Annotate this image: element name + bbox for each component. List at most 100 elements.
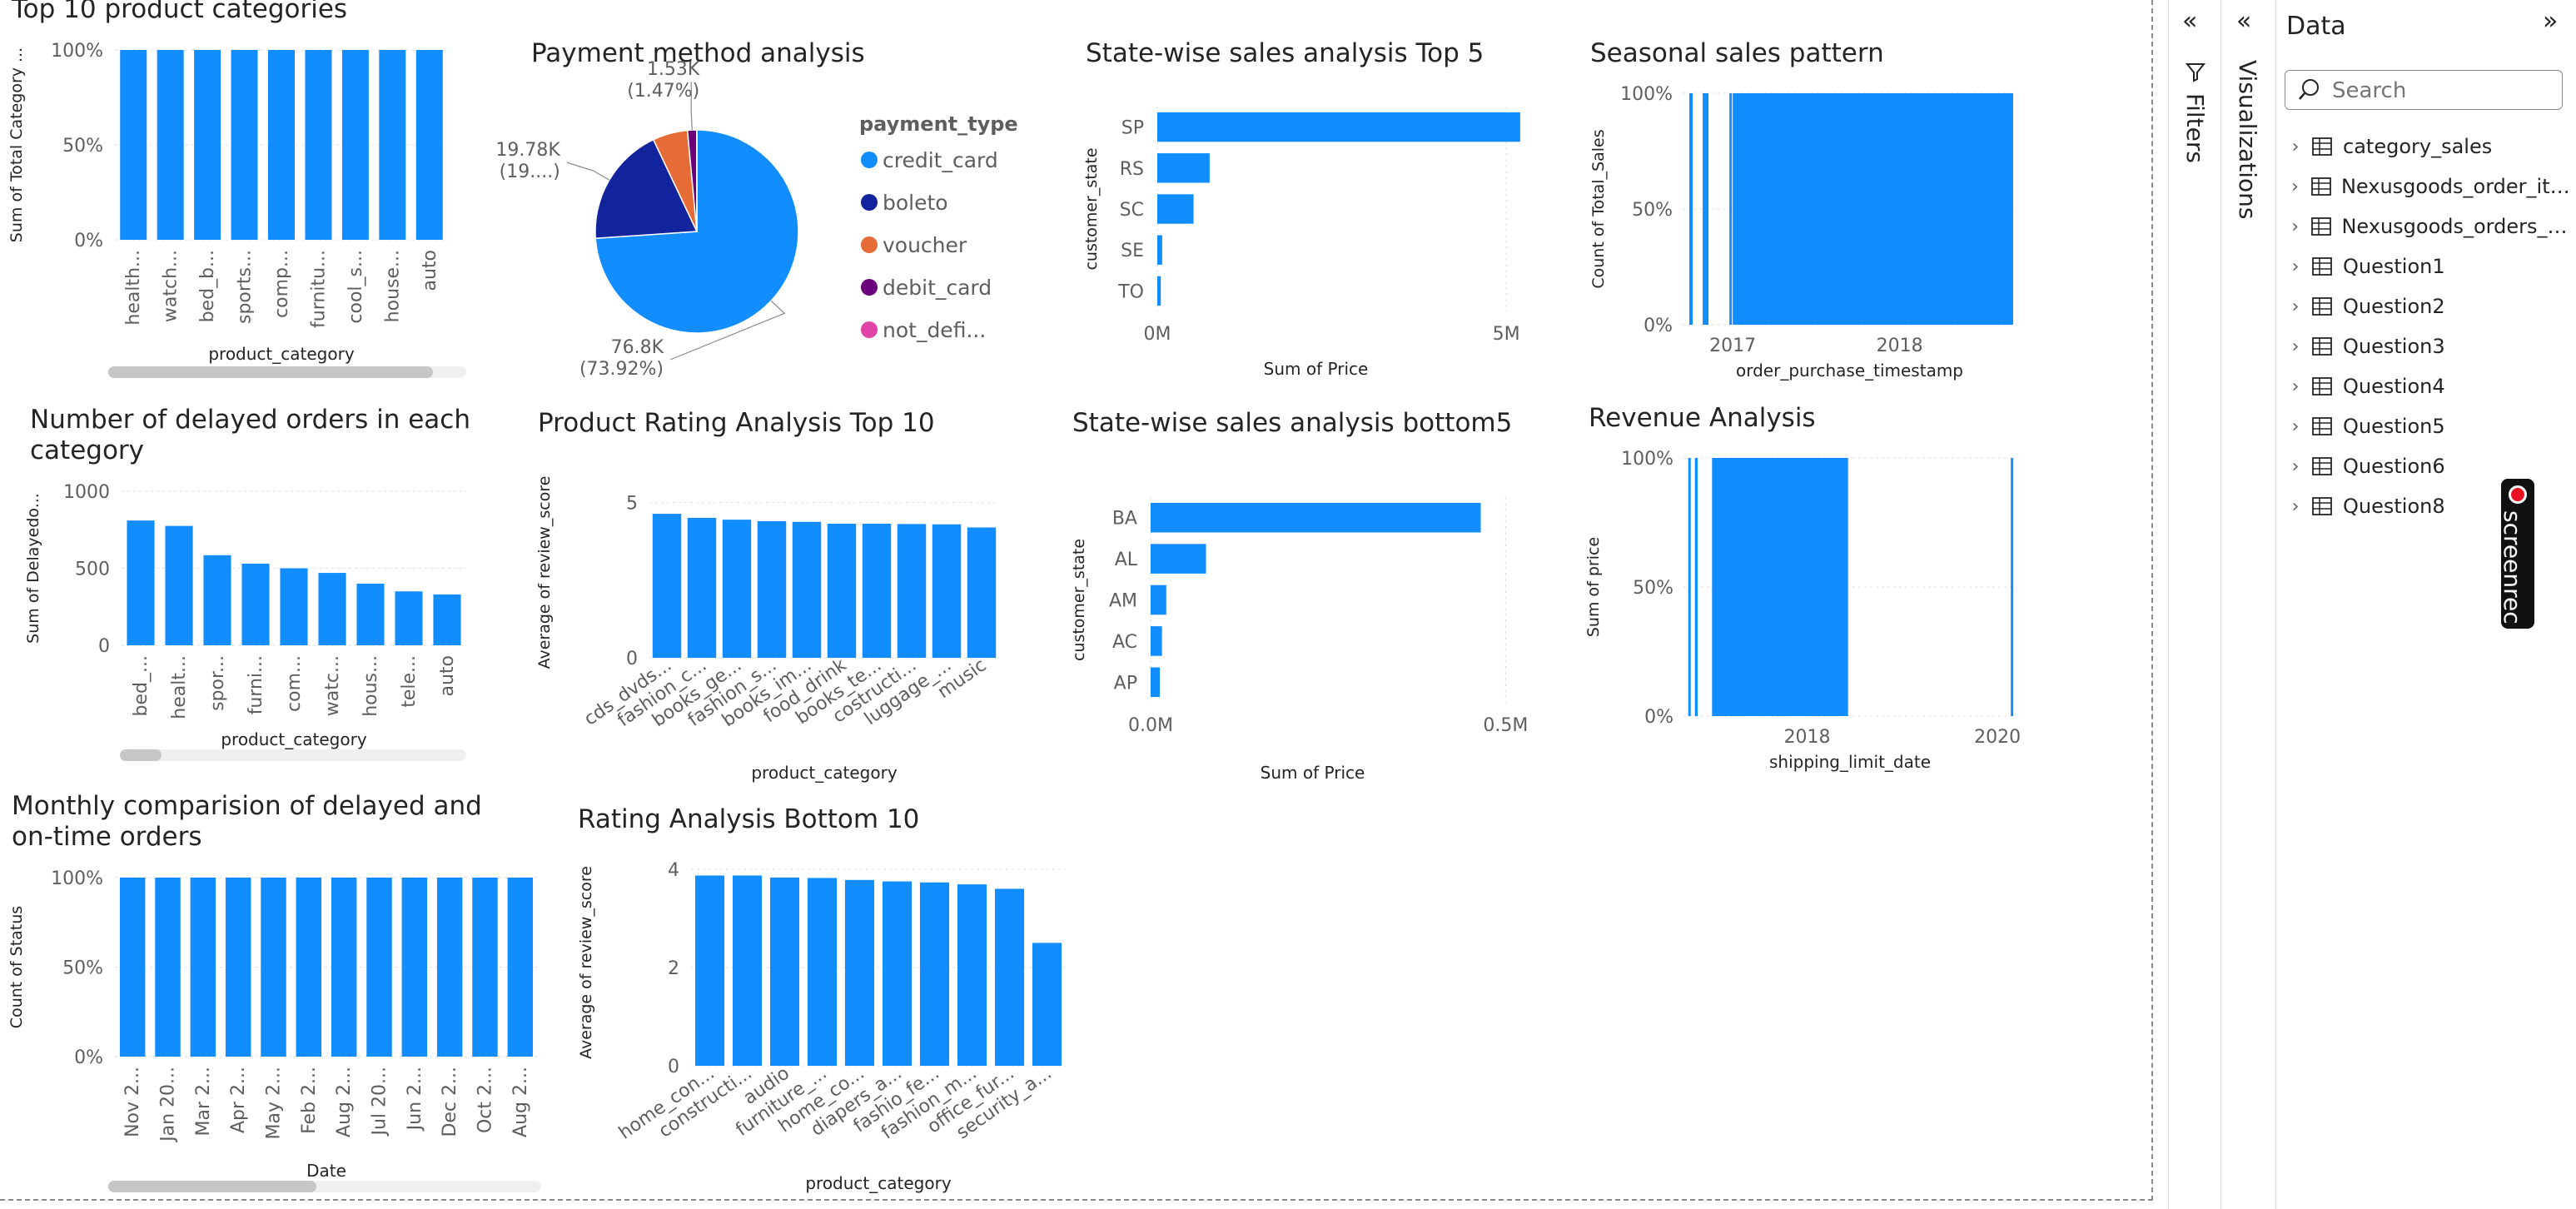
data-field-item[interactable]: › Question6 — [2285, 450, 2572, 483]
table-icon — [2312, 417, 2332, 435]
x-tick-label: Aug 2... — [334, 1067, 355, 1137]
expand-visualizations-icon[interactable]: « — [2236, 7, 2252, 36]
chevron-right-icon[interactable]: › — [2291, 376, 2300, 397]
bar — [318, 573, 346, 645]
data-search-box[interactable] — [2285, 70, 2563, 110]
visual-payment-method[interactable]: Payment method analysis 76.8K (73.92%) 19.… — [495, 0, 1057, 391]
record-icon — [2509, 485, 2527, 504]
bar — [807, 878, 838, 1066]
bar — [862, 523, 892, 658]
screenrec-widget[interactable]: screenrec — [2499, 479, 2534, 629]
legend-label: not_defi... — [883, 318, 986, 342]
data-field-item[interactable]: › Question8 — [2285, 490, 2572, 523]
bar — [433, 594, 461, 645]
data-field-item[interactable]: › Question3 — [2285, 330, 2572, 363]
bar — [1151, 502, 1481, 533]
search-input[interactable] — [2330, 76, 2559, 106]
visual-revenue[interactable]: Revenue Analysis 0% 50% 100% 2018 2020 shippi… — [1565, 391, 2148, 783]
legend-title: payment_type — [859, 112, 1018, 136]
data-field-item[interactable]: › Question4 — [2285, 370, 2572, 403]
data-field-item[interactable]: › Question2 — [2285, 290, 2572, 323]
x-tick-label: comp... — [271, 250, 292, 318]
chevron-right-icon[interactable]: › — [2291, 336, 2300, 357]
visual-top10-categories[interactable]: Top 10 product categories 0% 50% 100% healt… — [0, 0, 516, 391]
expand-filters-icon[interactable]: « — [2182, 7, 2198, 36]
bar — [305, 50, 332, 240]
bar — [687, 517, 717, 658]
visual-title: Seasonal sales pattern — [1590, 38, 1884, 68]
data-field-item[interactable]: › Question1 — [2285, 250, 2572, 283]
chart-delayed: 0 500 1000 bed_... healt... spor... furni... co… — [24, 482, 466, 761]
x-axis-title: Sum of Price — [1261, 763, 1365, 783]
chevron-right-icon[interactable]: › — [2291, 296, 2300, 317]
y-axis-title: Sum of Delayedo... — [24, 493, 42, 644]
search-icon — [2299, 79, 2319, 100]
data-field-item[interactable]: › Question5 — [2285, 410, 2572, 443]
x-tick-label: bed_... — [131, 655, 152, 716]
visual-title: State-wise sales analysis bottom5 — [1072, 408, 1513, 438]
filters-label[interactable]: Filters — [2181, 93, 2209, 163]
visual-delayed-orders[interactable]: Number of delayed orders in each categor… — [0, 391, 516, 783]
bar — [1151, 667, 1161, 698]
data-label-leader — [669, 300, 786, 361]
chevron-right-icon[interactable]: › — [2291, 455, 2300, 477]
chart-top10: 0% 50% 100% health... watch... bed_b... sports… — [7, 41, 466, 378]
bar — [127, 520, 155, 645]
visual-monthly-comparison[interactable]: Monthly comparision of delayed and on-ti… — [0, 783, 566, 1199]
legend-marker — [861, 152, 878, 168]
bar — [395, 591, 423, 645]
bar — [957, 884, 987, 1066]
collapse-data-icon[interactable]: » — [2543, 7, 2559, 36]
visual-state-top5[interactable]: State-wise sales analysis Top 5 0M 5M SP RS… — [1066, 0, 1565, 391]
bar — [507, 878, 534, 1057]
y-axis-title: Sum of Total Category ... — [7, 47, 26, 242]
bar — [203, 555, 231, 645]
bar — [296, 878, 322, 1057]
x-tick-label: com... — [284, 655, 305, 712]
bar — [1157, 112, 1520, 142]
bar — [379, 50, 406, 240]
chevron-right-icon[interactable]: › — [2291, 176, 2299, 197]
legend-marker — [861, 194, 878, 211]
bar — [120, 50, 147, 240]
chart-state-top5: 0M 5M SP RS SC SE TO Sum of Price customer_state — [1082, 107, 1520, 379]
visualizations-label[interactable]: Visualizations — [2234, 60, 2261, 220]
visual-title: Payment method analysis — [531, 38, 865, 68]
y-axis-title: Count of Total_Sales — [1589, 129, 1608, 288]
legend-label: voucher — [883, 233, 967, 257]
bar — [165, 525, 193, 645]
visual-rating-top10[interactable]: Product Rating Analysis Top 10 0 5 cds_dvd… — [516, 391, 1057, 783]
chart-monthly: 0% 50% 100% Nov 2... Jan 20... Mar 2... Apr 2.… — [7, 868, 541, 1192]
data-field-item[interactable]: › Nexusgoods_orders_d... — [2285, 210, 2572, 243]
y-axis-title: customer_state — [1070, 539, 1088, 661]
x-tick-label: sports... — [235, 250, 256, 324]
chevron-right-icon[interactable]: › — [2291, 495, 2300, 517]
bar-block — [1712, 458, 1848, 716]
data-field-label: Question6 — [2343, 455, 2445, 478]
y-tick-label: SP — [1121, 118, 1144, 139]
chevron-right-icon[interactable]: › — [2291, 415, 2300, 437]
y-tick-label: AC — [1112, 632, 1137, 653]
data-field-item[interactable]: › Nexusgoods_order_ite... — [2285, 170, 2572, 203]
bar — [722, 520, 752, 658]
chevron-right-icon[interactable]: › — [2291, 216, 2300, 237]
y-tick-label: AP — [1114, 673, 1137, 694]
bar — [1157, 276, 1161, 306]
data-field-item[interactable]: › category_sales — [2285, 130, 2572, 163]
bar — [1151, 544, 1206, 574]
y-tick-label: BA — [1112, 509, 1137, 530]
visual-seasonal-sales[interactable]: Seasonal sales pattern 0% 50% 100% 2017 2018… — [1565, 0, 2148, 391]
bar — [436, 878, 463, 1057]
bar — [897, 524, 927, 658]
visual-title: Rating Analysis Bottom 10 — [578, 804, 920, 834]
visual-state-bottom5[interactable]: State-wise sales analysis bottom5 0.0M 0.… — [1066, 391, 1565, 783]
chevron-right-icon[interactable]: › — [2291, 136, 2300, 157]
filters-pane[interactable]: « Filters — [2168, 0, 2221, 1209]
visual-rating-bottom10[interactable]: Rating Analysis Bottom 10 0 2 4 home_con...… — [566, 783, 1082, 1199]
chevron-right-icon[interactable]: › — [2291, 256, 2300, 277]
x-tick-label: Mar 2... — [193, 1067, 214, 1136]
x-tick-label: house... — [382, 250, 403, 322]
data-label: 19.78K — [495, 140, 560, 161]
visualizations-pane[interactable]: « Visualizations — [2221, 0, 2276, 1209]
table-icon — [2312, 377, 2332, 396]
